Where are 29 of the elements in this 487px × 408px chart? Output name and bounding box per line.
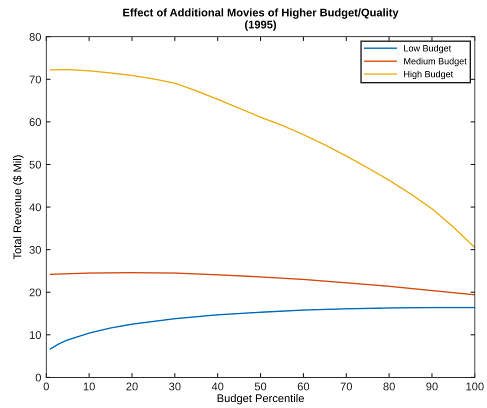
x-tick-label: 30	[169, 382, 181, 390]
x-tick-label: 80	[383, 382, 395, 390]
y-tick-label: 0	[36, 374, 41, 382]
legend-label: High Budget	[404, 70, 454, 80]
x-tick-label: 50	[254, 382, 266, 390]
y-tick-label: 30	[29, 246, 41, 254]
legend-label: Medium Budget	[404, 58, 467, 66]
line-series	[50, 272, 475, 296]
y-tick-label: 50	[29, 160, 41, 169]
y-tick-label: 20	[30, 288, 41, 296]
y-tick-label: 70	[30, 76, 41, 84]
x-tick-label: 40	[212, 382, 224, 390]
x-tick-label: 70	[340, 382, 352, 390]
line-series	[50, 306, 475, 350]
y-tick-label: 60	[30, 118, 41, 126]
y-tick-label: 40	[29, 203, 41, 212]
x-tick-label: 100	[466, 382, 484, 390]
x-tick-label: 90	[426, 382, 438, 390]
line-series	[50, 68, 475, 248]
x-tick-label: 10	[84, 382, 95, 390]
x-tick-label: 0	[44, 382, 49, 390]
x-tick-label: 60	[298, 382, 310, 390]
chart-title: Effect of Additional Movies of Higher Budget/Quality (1995)	[123, 8, 399, 31]
x-axis-title: Budget Percentile	[218, 394, 304, 404]
y-tick-label: 80	[30, 32, 41, 41]
y-axis-title: Total Revenue ($ Mil)	[12, 155, 24, 260]
y-tick-label: 10	[30, 331, 41, 339]
legend-label: Low Budget	[404, 44, 452, 54]
x-tick-label: 20	[126, 382, 138, 390]
